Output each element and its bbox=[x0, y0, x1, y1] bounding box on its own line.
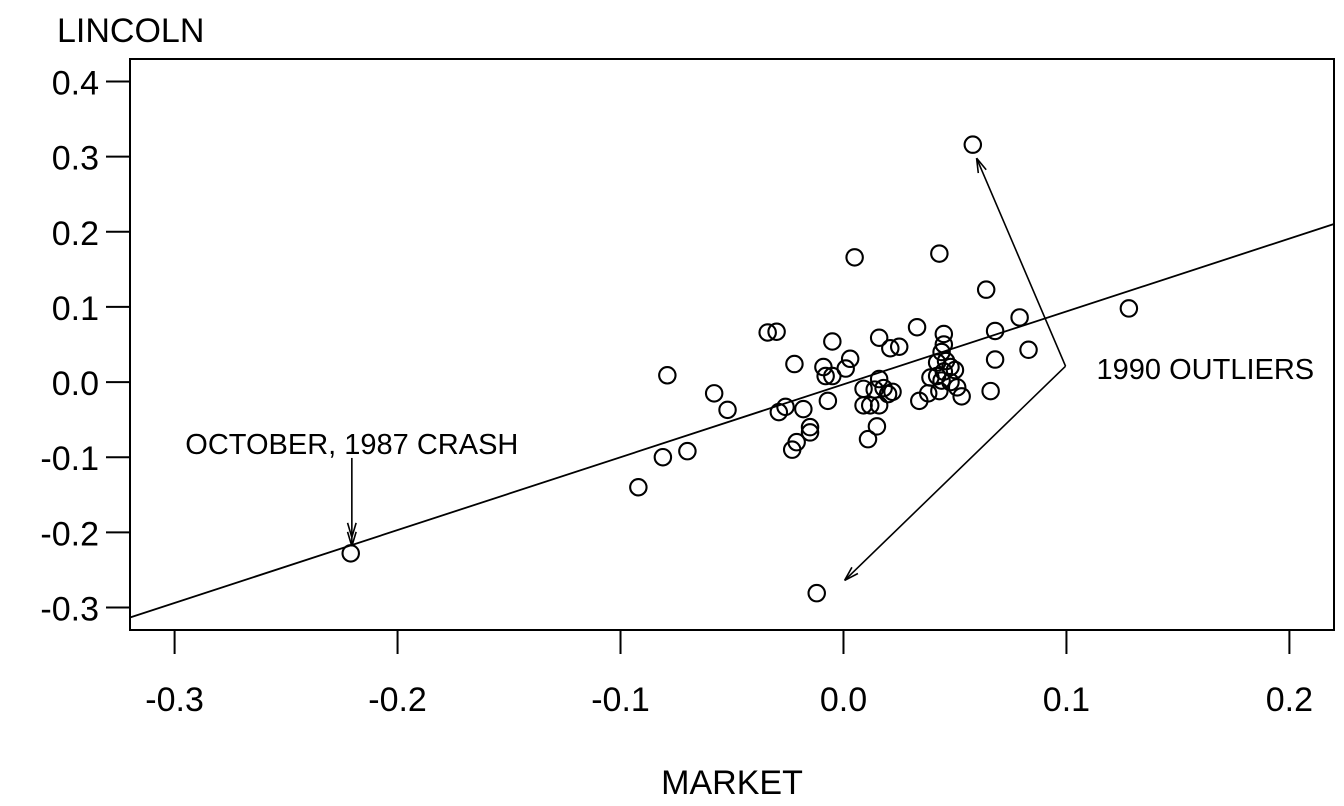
y-axis-title: LINCOLN bbox=[57, 12, 204, 50]
regression-line bbox=[129, 223, 1335, 619]
data-point bbox=[818, 391, 838, 411]
data-point bbox=[869, 396, 889, 415]
data-point bbox=[1010, 308, 1029, 327]
arrowhead bbox=[975, 158, 980, 174]
data-point bbox=[1119, 299, 1139, 318]
data-point bbox=[341, 544, 360, 563]
data-point bbox=[907, 317, 927, 337]
data-point bbox=[932, 371, 951, 390]
data-point bbox=[869, 369, 889, 389]
data-point bbox=[881, 339, 900, 358]
arrowhead bbox=[346, 531, 353, 547]
data-point bbox=[807, 583, 826, 603]
data-point bbox=[840, 349, 860, 369]
annotation-arrow bbox=[844, 365, 1067, 581]
data-point bbox=[932, 342, 951, 362]
data-point bbox=[704, 384, 724, 403]
x-axis-tick-label: -0.1 bbox=[591, 681, 650, 719]
data-point bbox=[658, 366, 677, 385]
data-point bbox=[787, 432, 806, 452]
y-axis-tick-label: 0.2 bbox=[52, 215, 99, 253]
data-point bbox=[934, 324, 954, 344]
data-point bbox=[800, 417, 820, 437]
data-point bbox=[776, 397, 795, 417]
plot-border bbox=[129, 58, 1335, 631]
data-point bbox=[718, 400, 737, 420]
x-axis-tick-label: -0.2 bbox=[368, 681, 427, 719]
x-axis-tick-label: 0.2 bbox=[1266, 681, 1313, 719]
data-point bbox=[845, 248, 864, 267]
data-point bbox=[945, 360, 965, 380]
data-point bbox=[836, 359, 855, 378]
x-axis-tick-label: -0.3 bbox=[145, 681, 204, 719]
data-point bbox=[678, 441, 697, 461]
arrowhead bbox=[351, 531, 357, 547]
data-point bbox=[629, 477, 648, 497]
data-point bbox=[947, 378, 967, 397]
annotation-arrow bbox=[975, 157, 1067, 367]
data-point bbox=[930, 244, 949, 263]
y-axis-tick-label: 0.1 bbox=[52, 290, 99, 328]
x-axis-tick-label: 0.0 bbox=[820, 681, 867, 719]
arrowhead bbox=[346, 522, 353, 538]
y-axis-tick-label: -0.2 bbox=[40, 515, 99, 553]
x-axis-title: MARKET bbox=[661, 764, 803, 802]
data-point bbox=[767, 322, 786, 341]
data-point bbox=[816, 366, 835, 386]
data-point bbox=[858, 429, 878, 449]
data-point bbox=[976, 280, 996, 299]
y-axis-tick-label: -0.1 bbox=[40, 440, 99, 478]
annotation-label: OCTOBER, 1987 CRASH bbox=[185, 429, 518, 461]
annotation-label: 1990 OUTLIERS bbox=[1097, 354, 1315, 386]
data-point bbox=[883, 382, 902, 402]
y-axis-tick-label: -0.3 bbox=[40, 590, 99, 628]
arrowhead bbox=[351, 522, 357, 538]
data-point bbox=[869, 328, 889, 347]
arrowhead bbox=[844, 572, 859, 582]
data-point bbox=[889, 337, 909, 357]
x-axis-tick-label: 0.1 bbox=[1043, 681, 1090, 719]
data-point bbox=[758, 323, 777, 342]
data-point bbox=[860, 396, 880, 415]
arrowhead bbox=[975, 157, 987, 171]
data-point bbox=[823, 332, 842, 351]
plot-area: -0.3 -0.2 -0.1 0.0 0.1 0.2 0.4 0.3 0.2 0.1 0.0 -0.1… bbox=[40, 58, 1335, 719]
data-point bbox=[653, 447, 673, 467]
data-point bbox=[918, 384, 938, 403]
data-point bbox=[874, 378, 893, 398]
arrowhead bbox=[843, 566, 853, 581]
data-point bbox=[794, 399, 813, 419]
data-point bbox=[867, 417, 887, 436]
data-point bbox=[800, 423, 820, 442]
data-point bbox=[985, 350, 1005, 369]
y-axis-tick-label: 0.0 bbox=[52, 365, 99, 403]
y-axis-tick-label: 0.3 bbox=[52, 140, 99, 178]
y-axis-tick-label: 0.4 bbox=[52, 65, 99, 103]
data-point bbox=[981, 381, 1000, 401]
data-point bbox=[963, 135, 983, 154]
data-point bbox=[1019, 340, 1038, 360]
data-point bbox=[985, 321, 1005, 341]
data-point bbox=[785, 354, 804, 374]
data-point bbox=[930, 381, 949, 401]
data-point bbox=[952, 387, 971, 406]
